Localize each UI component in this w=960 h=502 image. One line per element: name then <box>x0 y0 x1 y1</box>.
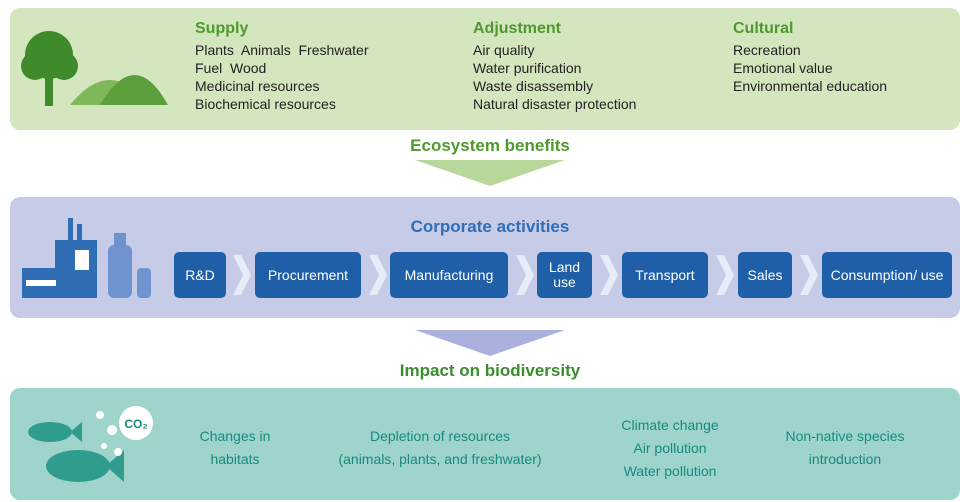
impact-line: Depletion of resources <box>310 425 570 448</box>
benefit-item: Water purification <box>473 59 636 77</box>
benefit-item: Natural disaster protection <box>473 95 636 113</box>
ecosystem-benefits: Ecosystem benefits <box>340 136 640 156</box>
benefit-item: Recreation <box>733 41 887 59</box>
process-step: Transport <box>622 252 708 298</box>
process-step: Sales <box>738 252 792 298</box>
impact-line: Water pollution <box>590 460 750 483</box>
benefit-item: Waste disassembly <box>473 77 636 95</box>
benefit-item: Biochemical resources <box>195 95 369 113</box>
process-step: Land use <box>537 252 592 298</box>
process-step: R&D <box>174 252 226 298</box>
impact-line: Changes in <box>180 425 290 448</box>
benefit-item: Emotional value <box>733 59 887 77</box>
heading: Supply <box>195 20 369 38</box>
benefit-item: Fuel Wood <box>195 59 369 77</box>
process-step: Consumption/ use <box>822 252 952 298</box>
benefit-item: Medicinal resources <box>195 77 369 95</box>
diagram: CO₂ Supply Plants Animals FreshwaterFuel … <box>0 0 960 502</box>
heading: Adjustment <box>473 20 636 38</box>
co2-label: CO₂ <box>124 417 147 431</box>
process-step: Procurement <box>255 252 361 298</box>
impact-line: habitats <box>180 448 290 471</box>
impact-line: (animals, plants, and freshwater) <box>310 448 570 471</box>
impact-line: introduction <box>760 448 930 471</box>
process-step: Manufacturing <box>390 252 508 298</box>
impact-line: Air pollution <box>590 437 750 460</box>
corporate-title: Corporate activities <box>340 217 640 237</box>
benefit-item: Environmental education <box>733 77 887 95</box>
benefit-item: Air quality <box>473 41 636 59</box>
benefit-item: Plants Animals Freshwater <box>195 41 369 59</box>
impact-title: Impact on biodiversity <box>340 361 640 381</box>
impact-line: Non-native species <box>760 425 930 448</box>
impact-item: Depletion of resources(animals, plants, … <box>310 425 570 471</box>
heading: Cultural <box>733 20 887 38</box>
impact-line: Climate change <box>590 414 750 437</box>
